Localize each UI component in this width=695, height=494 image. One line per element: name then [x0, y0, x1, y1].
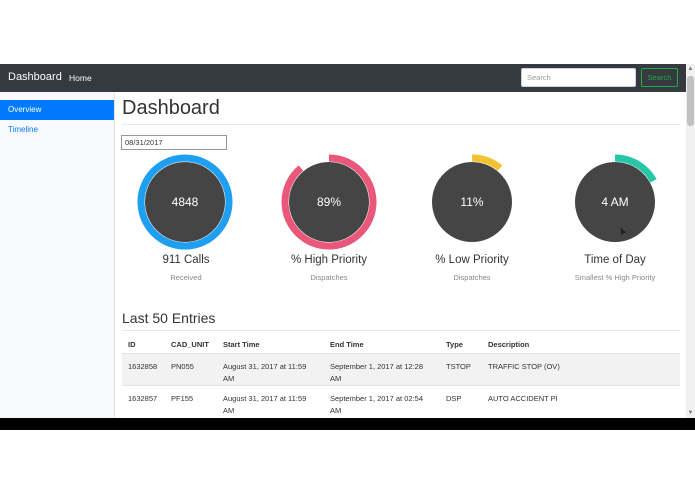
stat-label-high-priority: % High Priority [290, 254, 368, 266]
gauge-high-priority-chart [281, 154, 377, 250]
entries-table: ID CAD_UNIT Start Time End Time Type Des… [122, 335, 680, 417]
gauge-high-priority-value: 89% [316, 195, 342, 209]
gauge-high-priority-core [289, 162, 369, 242]
cell-type: TSTOP [440, 353, 482, 386]
cell-type: DSP [440, 385, 482, 417]
cell-id: 1632857 [122, 385, 165, 417]
entries-table-container: ID CAD_UNIT Start Time End Time Type Des… [122, 335, 680, 418]
cell-start-time: August 31, 2017 at 11:59 AM [217, 385, 324, 417]
stat-sublabel-time-of-day: Smallest % High Priority [574, 273, 656, 282]
stat-sublabel-low-priority: Dispatches [453, 273, 491, 282]
gauge-low-priority-chart [432, 154, 512, 242]
date-input[interactable] [121, 135, 227, 150]
gauge-911-calls-value: 4848 [171, 195, 199, 209]
column-header-cad-unit[interactable]: CAD_UNIT [165, 335, 217, 354]
navbar-brand[interactable]: Dashboard [8, 71, 62, 83]
gauge-911-calls: 4848 [137, 154, 233, 250]
column-header-end-time[interactable]: End Time [324, 335, 440, 354]
cell-cad-unit: PN055 [165, 353, 217, 386]
column-header-start-time[interactable]: Start Time [217, 335, 324, 354]
section-title-last-entries: Last 50 Entries [122, 310, 216, 326]
gauge-time-of-day-value: 4 AM [601, 195, 629, 209]
gauge-low-priority: 11% [424, 154, 520, 250]
column-header-description[interactable]: Description [482, 335, 680, 354]
gauge-911-calls-ring [137, 154, 233, 250]
gauge-high-priority-ring [281, 154, 377, 250]
scroll-up-arrow-icon[interactable]: ▲ [687, 66, 694, 72]
table-header-row: ID CAD_UNIT Start Time End Time Type Des… [122, 335, 680, 354]
scroll-down-arrow-icon[interactable]: ▼ [687, 410, 694, 416]
cell-description: TRAFFIC STOP (OV) [482, 353, 680, 386]
column-header-id[interactable]: ID [122, 335, 165, 354]
stat-label-low-priority: % Low Priority [435, 254, 509, 266]
cell-start-time: August 31, 2017 at 11:59 AM [217, 353, 324, 386]
gauge-low-priority-value: 11% [460, 195, 484, 209]
cell-cad-unit: PF155 [165, 385, 217, 417]
table-row[interactable]: 1632857 PF155 August 31, 2017 at 11:59 A… [122, 385, 680, 417]
cell-description: AUTO ACCIDENT PI [482, 385, 680, 417]
scrollbar-thumb[interactable] [687, 76, 694, 126]
sidebar-item-overview[interactable]: Overview [0, 100, 114, 120]
gauge-time-of-day-ring [614, 154, 657, 183]
stat-sublabel-high-priority: Dispatches [310, 273, 348, 282]
stat-sublabel-911-calls: Received [170, 273, 202, 282]
title-divider [122, 124, 680, 125]
column-header-type[interactable]: Type [440, 335, 482, 354]
gauge-time-of-day-chart [575, 154, 657, 242]
nav-link-home[interactable]: Home [69, 73, 92, 83]
table-row[interactable]: 1632858 PN055 August 31, 2017 at 11:59 A… [122, 353, 680, 386]
page-scrollbar[interactable]: ▲ ▼ [686, 64, 695, 418]
search-input[interactable] [521, 68, 636, 87]
page-title: Dashboard [122, 97, 220, 119]
gauge-low-priority-ring [471, 154, 503, 171]
gauge-time-of-day-core [575, 162, 655, 242]
cell-id: 1632858 [122, 353, 165, 386]
gauge-low-priority-core [432, 162, 512, 242]
gauge-911-calls-chart [137, 154, 233, 250]
stat-label-time-of-day: Time of Day [584, 254, 646, 266]
search-button[interactable]: Search [641, 68, 678, 87]
cell-end-time: September 1, 2017 at 12:28 AM [324, 353, 440, 386]
letterbox-bar [0, 418, 695, 430]
sidebar: Overview Timeline [0, 92, 115, 418]
sidebar-item-timeline[interactable]: Timeline [8, 125, 38, 134]
gauge-time-of-day: 4 AM [567, 154, 663, 250]
gauge-high-priority: 89% [281, 154, 377, 250]
cell-end-time: September 1, 2017 at 02:54 AM [324, 385, 440, 417]
stat-label-911-calls: 911 Calls [162, 254, 210, 266]
gauge-911-calls-core [145, 162, 225, 242]
section-divider [122, 330, 680, 331]
